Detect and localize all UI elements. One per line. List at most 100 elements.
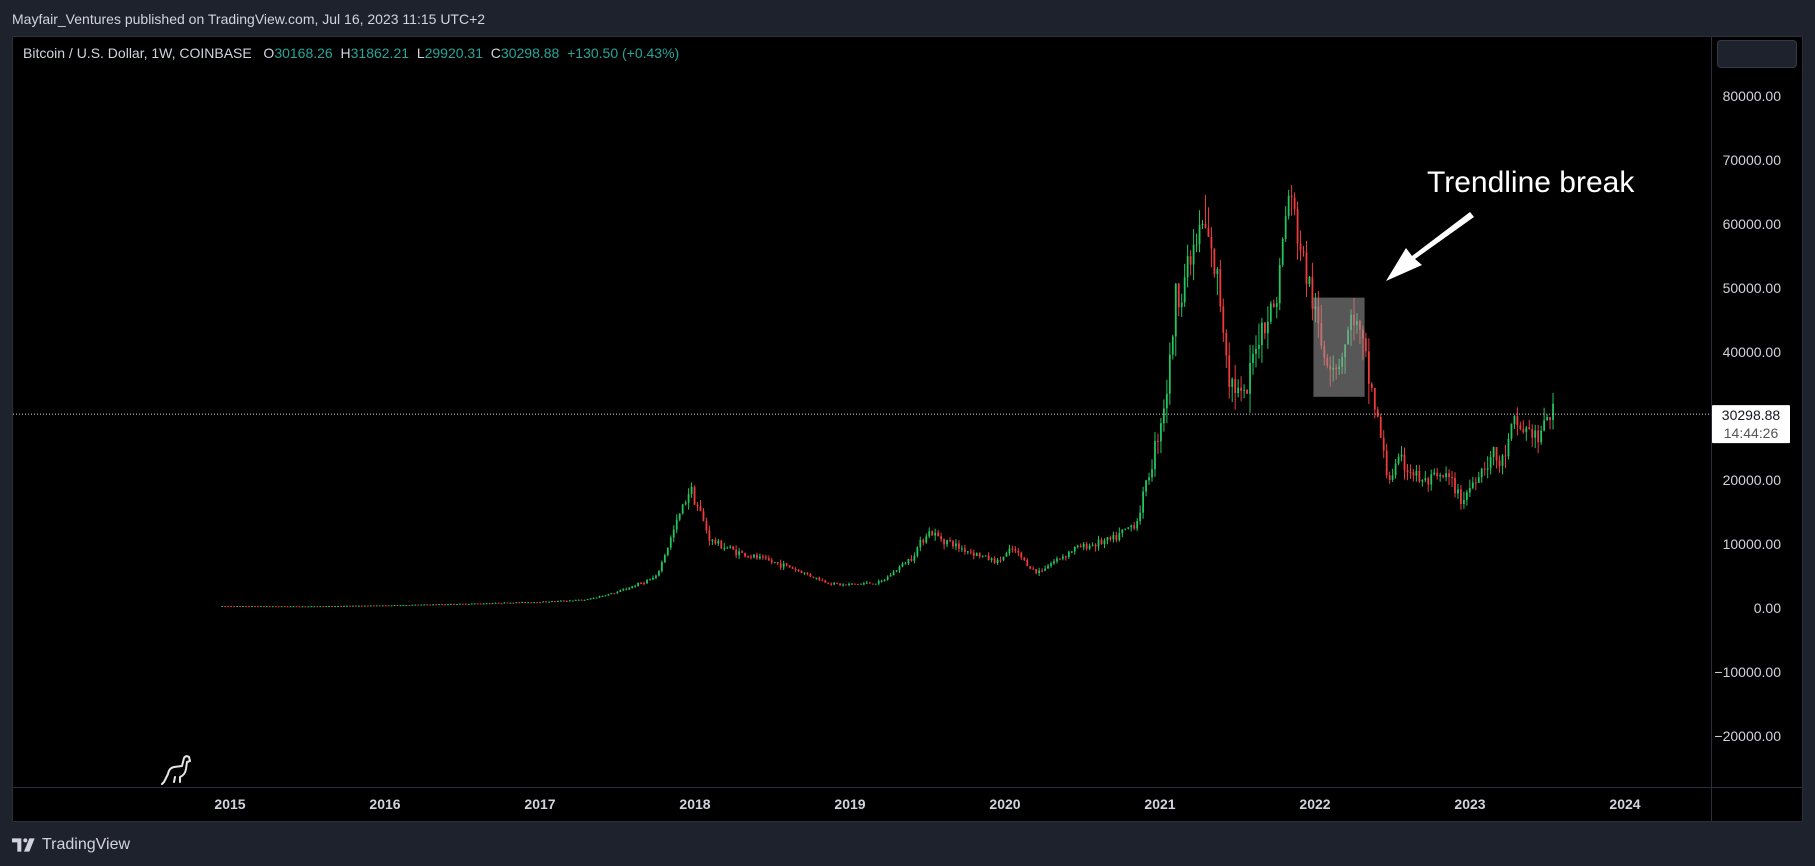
candle-body <box>999 559 1002 561</box>
highlight-rectangle[interactable] <box>1313 297 1365 397</box>
candle-body <box>753 554 755 558</box>
chart-frame[interactable] <box>12 36 1803 822</box>
candle-body <box>1373 387 1376 410</box>
candle-body <box>684 502 687 505</box>
candle-body <box>1097 539 1100 547</box>
legend-low-label: L <box>416 45 425 61</box>
annotation-text[interactable]: Trendline break <box>1427 166 1635 199</box>
candle-body <box>652 577 654 580</box>
candle-body <box>1041 570 1044 572</box>
candle-body <box>1124 528 1127 530</box>
legend-high-value: 31862.21 <box>350 45 410 61</box>
candle-body <box>485 603 488 605</box>
candle-body <box>557 600 559 602</box>
candle-body <box>779 563 782 568</box>
candle-body <box>889 575 892 577</box>
candle-body <box>658 571 660 576</box>
x-tick-label: 2021 <box>1144 796 1175 812</box>
y-tick-label: 80000.00 <box>1723 88 1782 104</box>
candle-body <box>655 575 657 578</box>
candle-body <box>702 511 705 522</box>
candle-body <box>744 552 746 557</box>
candle-body <box>352 605 354 607</box>
candle-body <box>776 562 779 564</box>
candle-body <box>690 487 693 494</box>
candle-body <box>1115 535 1118 541</box>
candle-body <box>328 605 331 607</box>
candle-body <box>506 602 509 604</box>
candle-body <box>919 539 922 548</box>
candle-body <box>1284 216 1287 240</box>
footer-logo[interactable]: TradingView <box>12 836 130 854</box>
candle-body <box>1406 469 1409 473</box>
candle-body <box>610 593 613 595</box>
candle-body <box>334 606 337 608</box>
candle-body <box>1127 527 1130 529</box>
candle-body <box>479 603 482 605</box>
candle-body <box>1308 276 1311 285</box>
candle-body <box>1136 521 1139 529</box>
candle-body <box>958 543 960 549</box>
candle-body <box>857 584 859 586</box>
candle-body <box>711 539 714 541</box>
candle-body <box>1436 472 1439 477</box>
candle-body <box>1255 348 1257 354</box>
candle-body <box>1403 454 1406 470</box>
candle-body <box>1085 543 1088 549</box>
candle-body <box>568 600 571 602</box>
candle-body <box>1445 473 1447 478</box>
candle-body <box>848 583 850 585</box>
candle-body <box>236 606 239 608</box>
candle-body <box>1474 482 1477 484</box>
candle-body <box>955 543 957 547</box>
candle-body <box>672 529 675 538</box>
candle-body <box>1216 269 1219 275</box>
dino-icon[interactable] <box>160 752 194 791</box>
candle-body <box>1519 425 1522 430</box>
candle-body <box>1477 477 1480 483</box>
candle-body <box>631 586 634 588</box>
candle-body <box>1249 363 1251 394</box>
candle-body <box>1460 489 1462 504</box>
candle-body <box>616 591 619 594</box>
candle-body <box>423 604 426 606</box>
candle-body <box>426 604 429 606</box>
candle-body <box>607 594 610 596</box>
candle-body <box>860 583 862 585</box>
candle-body <box>551 601 553 603</box>
candle-body <box>559 600 562 602</box>
candle-body <box>904 563 907 565</box>
candle-body <box>1070 551 1073 553</box>
scale-settings-button[interactable] <box>1717 40 1797 68</box>
y-tick-label: −20000.00 <box>1714 728 1781 744</box>
bottom-bar <box>0 822 1815 866</box>
candle-body <box>836 582 839 584</box>
annotation-arrow[interactable] <box>1386 212 1474 281</box>
candle-body <box>922 539 925 543</box>
candle-body <box>1463 500 1465 504</box>
candle-body <box>693 487 696 505</box>
x-tick-label: 2022 <box>1299 796 1330 812</box>
candle-body <box>497 602 500 604</box>
legend-high-label: H <box>340 45 351 61</box>
candle-body <box>251 606 253 608</box>
candle-body <box>806 572 809 575</box>
candle-body <box>1210 237 1213 249</box>
candle-body <box>871 583 874 585</box>
candle-body <box>764 557 767 559</box>
candle-body <box>880 580 883 582</box>
candle-body <box>678 513 681 520</box>
candle-body <box>949 540 951 542</box>
candle-body <box>268 606 271 608</box>
candle-body <box>1263 322 1266 334</box>
candle-body <box>907 559 910 564</box>
candle-body <box>714 539 717 544</box>
candle-body <box>1266 321 1269 334</box>
candle-body <box>304 606 307 608</box>
candle-body <box>583 599 586 601</box>
candle-body <box>1427 478 1430 485</box>
candle-body <box>862 583 865 585</box>
candle-body <box>981 555 984 557</box>
candle-body <box>797 569 800 571</box>
